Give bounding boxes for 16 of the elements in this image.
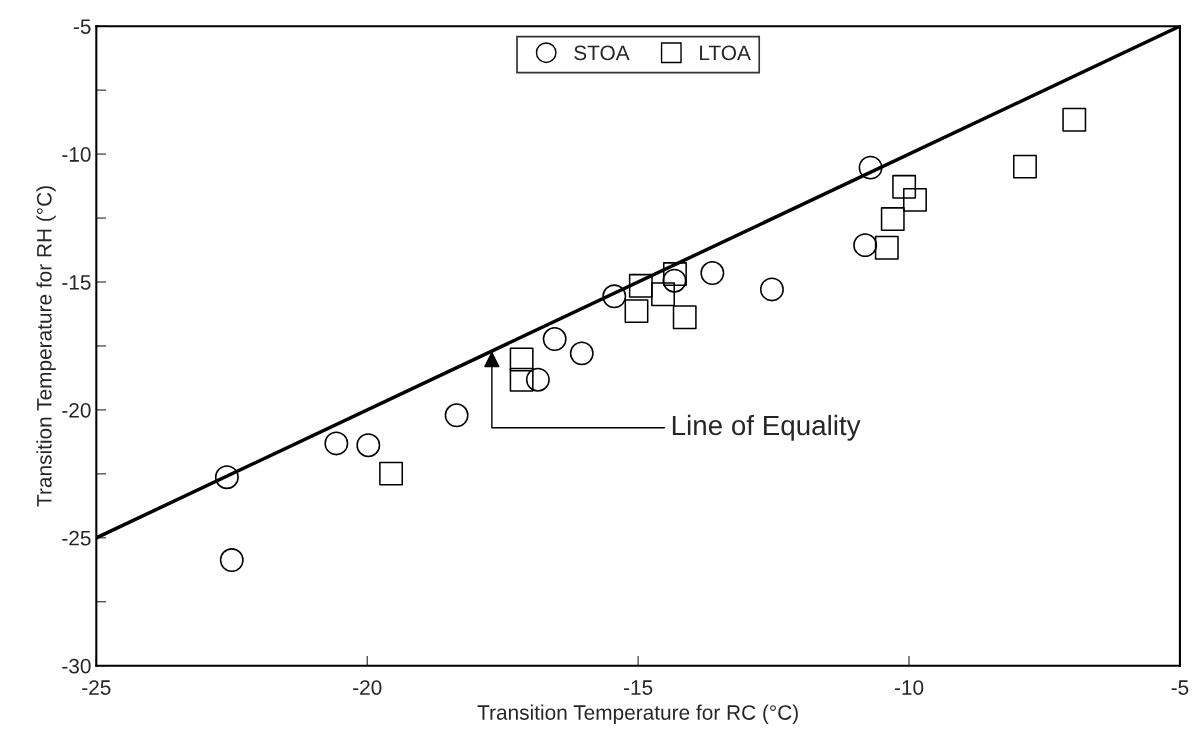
x-tick-label: -20 [353,680,382,695]
y-tick-label: -5 [73,19,91,34]
x-tick-label: -25 [82,680,111,695]
y-tick-label: -30 [62,658,91,674]
x-tick-label: -15 [623,680,653,695]
y-tick-label: -15 [62,275,91,290]
x-axis-title: Transition Temperature for RC (°C) [477,704,798,725]
legend-label: STOA [574,45,630,61]
y-axis-title: Transition Temperature for RH (°C) [36,186,56,507]
annotation: Line of Equality [672,414,861,441]
x-tick-label: -10 [894,680,924,695]
y-tick-label: -25 [62,530,91,546]
y-tick-label: -10 [62,147,91,162]
legend-label: LTOA [700,45,751,61]
y-tick-label: -20 [62,402,91,418]
x-tick-label: -5 [1171,680,1189,695]
